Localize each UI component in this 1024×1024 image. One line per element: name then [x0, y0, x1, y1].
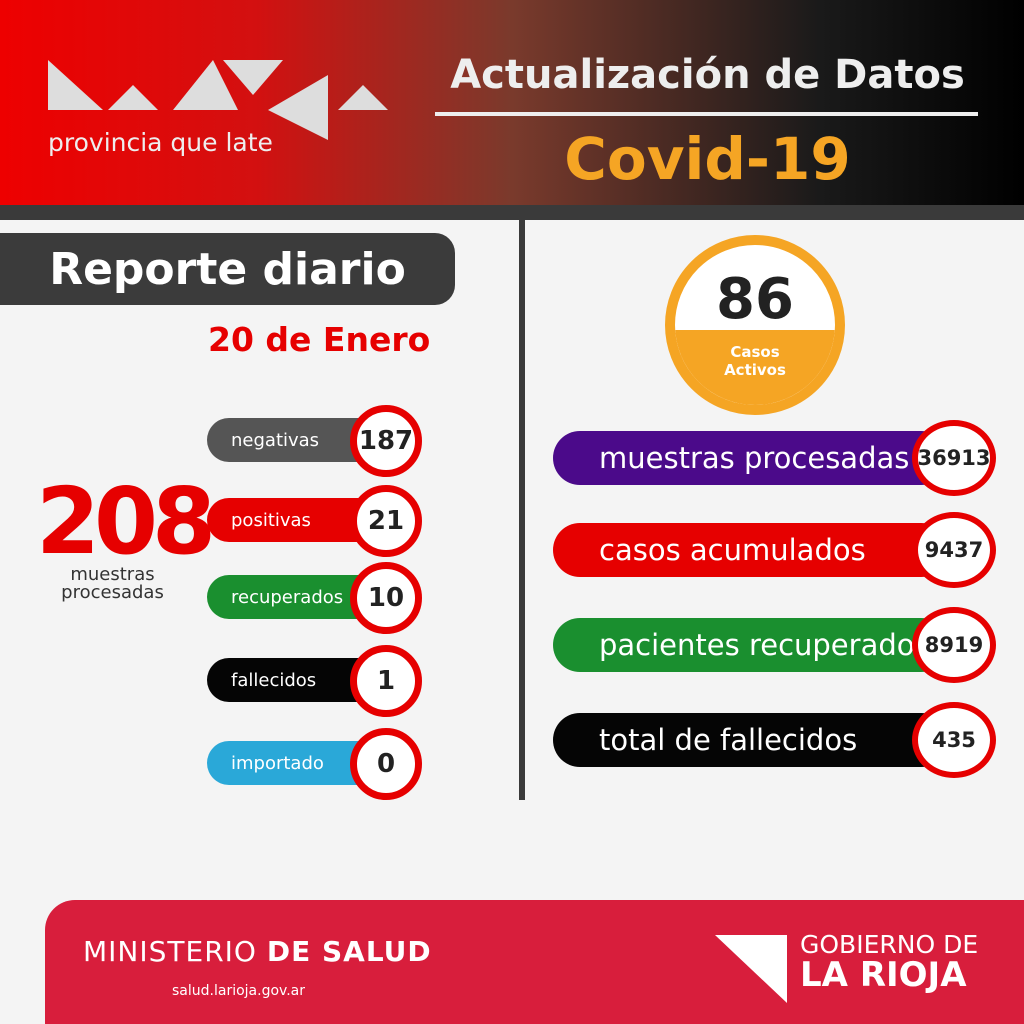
- total-bar: casos acumulados: [553, 523, 948, 577]
- daily-value: 21: [350, 485, 422, 557]
- date: 20 de Enero: [208, 320, 431, 359]
- daily-value: 1: [350, 645, 422, 717]
- daily-title: Reporte diario: [0, 233, 455, 305]
- gov-top: GOBIERNO DE: [800, 930, 979, 959]
- total-value: 435: [912, 702, 996, 778]
- gov-bottom: LA RIOJA: [800, 955, 967, 995]
- total-bar: total de fallecidos: [553, 713, 948, 767]
- logo: [48, 60, 388, 140]
- total-bar: pacientes recuperados: [553, 618, 948, 672]
- daily-value: 10: [350, 562, 422, 634]
- active-circle: 86 Casos Activos: [665, 235, 845, 415]
- header: [0, 0, 1024, 205]
- daily-total: 208: [36, 468, 216, 575]
- divider: [435, 112, 978, 116]
- total-value: 36913: [912, 420, 996, 496]
- footer: [45, 900, 1024, 1024]
- gov-logo: [715, 935, 787, 1003]
- daily-value: 187: [350, 405, 422, 477]
- website: salud.larioja.gov.ar: [172, 983, 306, 999]
- ministry-bold: DE SALUD: [266, 935, 432, 968]
- total-value: 8919: [912, 607, 996, 683]
- band: [0, 205, 1024, 220]
- title: Actualización de Datos: [450, 52, 965, 98]
- subtitle: Covid-19: [564, 125, 851, 193]
- separator: [519, 220, 525, 800]
- total-bar: muestras procesadas: [553, 431, 948, 485]
- ministry: MINISTERIO DE SALUD: [83, 935, 432, 968]
- daily-value: 0: [350, 728, 422, 800]
- daily-total-label: muestras procesadas: [61, 564, 164, 603]
- total-value: 9437: [912, 512, 996, 588]
- ministry-text: MINISTERIO: [83, 935, 257, 968]
- tagline: provincia que late: [48, 128, 273, 157]
- active-label: Casos Activos: [724, 343, 786, 379]
- active-value: 86: [716, 267, 794, 332]
